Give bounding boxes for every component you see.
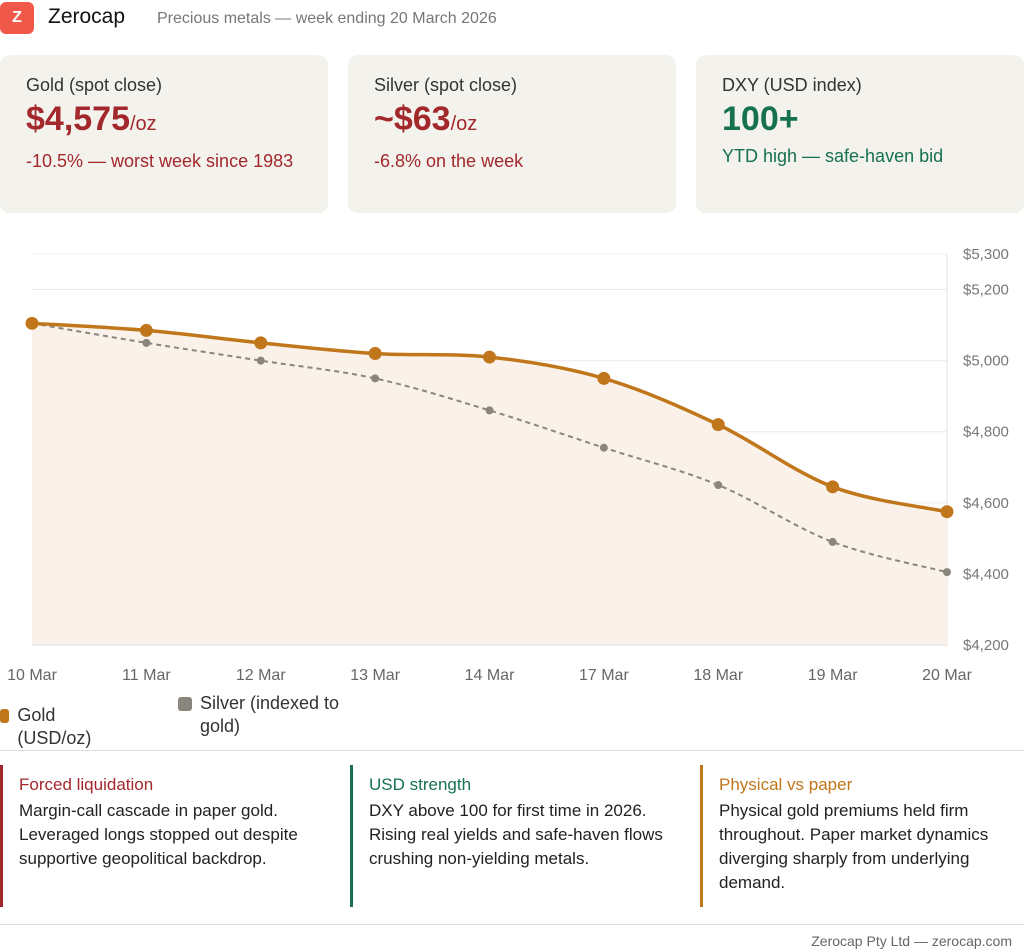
- header: Z Zerocap Precious metals — week ending …: [0, 0, 1024, 52]
- silver-point: [142, 338, 151, 347]
- insight-physical-vs-paper: Physical vs paper Physical gold premiums…: [700, 765, 1020, 907]
- y-tick-label: $4,200: [963, 637, 1009, 654]
- legend-gold[interactable]: Gold (USD/oz): [0, 704, 96, 750]
- x-tick-label: 14 Mar: [465, 667, 515, 684]
- zerocap-logo: Z: [0, 2, 34, 34]
- gold-point: [826, 480, 840, 494]
- gold-point: [25, 316, 39, 330]
- insight-usd-strength: USD strength DXY above 100 for first tim…: [350, 765, 670, 907]
- y-tick-label: $4,800: [963, 424, 1009, 441]
- card-note: -6.8% on the week: [374, 151, 524, 171]
- card-value: 100+: [722, 100, 998, 138]
- insight-title: Physical vs paper: [719, 775, 853, 794]
- divider: [0, 924, 1024, 925]
- insight-body: Margin-call cascade in paper gold. Lever…: [19, 801, 298, 868]
- gold-point: [597, 371, 611, 385]
- card-label: DXY (USD index): [722, 75, 862, 95]
- gold-point: [483, 350, 496, 364]
- card-label: Silver (spot close): [374, 75, 518, 95]
- x-tick-label: 19 Mar: [808, 667, 858, 684]
- footer: Zerocap Pty Ltd — zerocap.com: [811, 933, 1012, 949]
- divider: [0, 750, 1024, 751]
- card-note: YTD high — safe-haven bid: [722, 146, 944, 166]
- card-value: ~$63/oz: [374, 100, 650, 143]
- legend-silver[interactable]: Silver (indexed to gold): [178, 692, 378, 738]
- gold-card: Gold (spot close) $4,575/oz -10.5% — wor…: [0, 55, 328, 213]
- y-tick-label: $4,400: [963, 566, 1009, 583]
- gold-area: [32, 323, 947, 645]
- x-tick-label: 20 Mar: [922, 667, 972, 684]
- y-tick-label: $5,200: [963, 282, 1009, 299]
- card-note: -10.5% — worst week since 1983: [26, 151, 294, 171]
- gold-point: [139, 323, 153, 337]
- y-tick-label: $5,300: [963, 246, 1009, 263]
- gold-point: [254, 336, 268, 350]
- silver-card: Silver (spot close) ~$63/oz -6.8% on the…: [348, 55, 676, 213]
- value-text: ~$63: [374, 100, 451, 138]
- x-tick-label: 12 Mar: [236, 667, 286, 684]
- insight-title: USD strength: [369, 775, 472, 794]
- insight-body: Physical gold premiums held firm through…: [719, 801, 989, 892]
- y-tick-label: $4,600: [963, 495, 1009, 512]
- subtitle: Precious metals — week ending 20 March 2…: [157, 10, 497, 27]
- silver-point: [828, 537, 837, 546]
- gold-swatch-icon: [0, 709, 10, 723]
- insight-body: DXY above 100 for first time in 2026. Ri…: [369, 801, 663, 868]
- value-text: $4,575: [26, 100, 130, 138]
- card-label: Gold (spot close): [26, 75, 163, 95]
- silver-point: [599, 443, 608, 452]
- insight-title: Forced liquidation: [19, 775, 154, 794]
- insight-forced-liquidation: Forced liquidation Margin-call cascade i…: [0, 765, 320, 907]
- x-tick-label: 17 Mar: [579, 667, 629, 684]
- silver-point: [485, 406, 494, 415]
- legend-label: Silver (indexed to gold): [200, 693, 340, 736]
- brand-name: Zerocap: [48, 5, 126, 28]
- value-text: 100+: [722, 100, 799, 138]
- dxy-card: DXY (USD index) 100+ YTD high — safe-hav…: [696, 55, 1024, 213]
- silver-point: [943, 568, 951, 577]
- price-chart: $4,200 $4,400 $4,600 $4,800 $5,000 $5,200 $5,3…: [7, 246, 1009, 684]
- x-tick-label: 11 Mar: [122, 667, 171, 684]
- card-value: $4,575/oz: [26, 100, 302, 143]
- x-tick-label: 13 Mar: [350, 667, 400, 684]
- gold-point: [711, 418, 725, 432]
- unit-text: /oz: [450, 113, 478, 135]
- silver-point: [256, 356, 265, 365]
- silver-point: [371, 374, 380, 383]
- gold-point: [368, 347, 382, 361]
- gold-point: [940, 505, 954, 519]
- unit-text: /oz: [130, 113, 157, 135]
- x-tick-label: 10 Mar: [7, 667, 57, 684]
- legend-label: Gold (USD/oz): [17, 705, 92, 748]
- silver-swatch-icon: [178, 697, 192, 711]
- silver-point: [714, 481, 723, 490]
- y-tick-label: $5,000: [963, 353, 1009, 370]
- x-tick-label: 18 Mar: [693, 667, 743, 684]
